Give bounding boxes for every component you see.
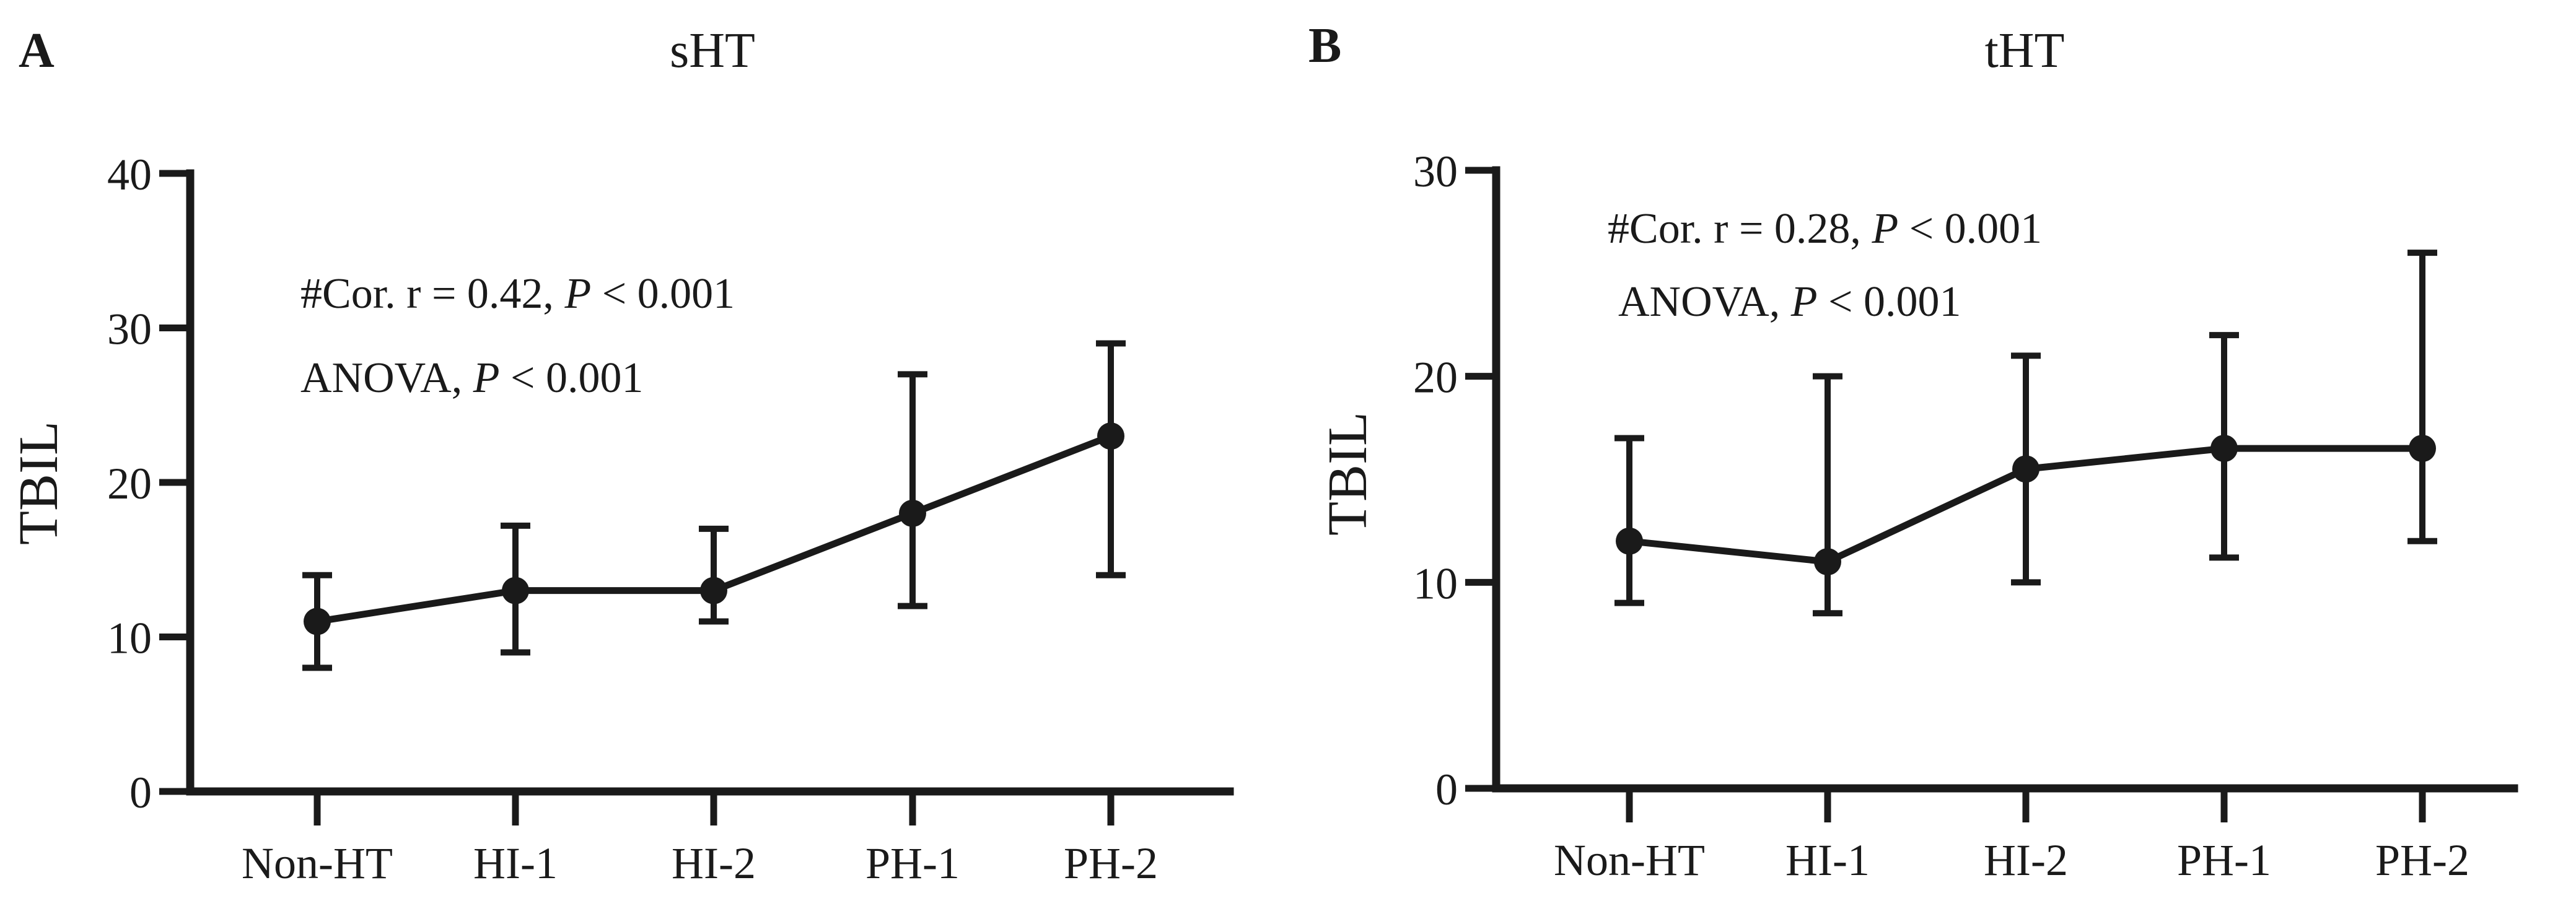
y-tick-label: 30 [107,305,152,354]
data-points [304,422,1124,635]
panel-letter: B [1308,19,1341,73]
chart-title: tHT [1985,24,2065,78]
x-tick-label: PH-2 [2375,835,2469,885]
y-tick-label: 20 [107,459,152,508]
data-point [899,499,926,527]
x-tick-label: Non-HT [1554,835,1705,885]
anova-annotation: ANOVA, P < 0.001 [300,354,644,402]
x-tick-label: Non-HT [242,838,393,888]
x-tick-label: PH-1 [865,838,960,888]
x-tick-label: HI-2 [1984,835,2068,885]
y-ticks: 0 10 20 30 40 [107,150,190,817]
anova-annotation: ANOVA, P < 0.001 [1618,278,1961,326]
data-point [2409,435,2436,463]
data-point [2012,455,2039,483]
y-tick-label: 0 [129,768,152,817]
y-tick-label: 30 [1413,147,1458,196]
x-tick-label: HI-1 [473,838,558,888]
correlation-annotation: #Cor. r = 0.28, P < 0.001 [1608,205,2042,253]
data-points [1616,435,2436,576]
x-tick-label: PH-2 [1064,838,1158,888]
x-tick-label: HI-2 [672,838,756,888]
x-ticks: Non-HT HI-1 HI-2 PH-1 PH-2 [1554,788,2469,885]
y-axis-label: TBIL [1317,412,1378,536]
data-point [2210,435,2238,463]
y-tick-label: 40 [107,150,152,199]
y-tick-label: 0 [1435,765,1458,814]
data-point [1097,422,1124,450]
x-ticks: Non-HT HI-1 HI-2 PH-1 PH-2 [242,791,1158,888]
y-tick-label: 10 [107,614,152,663]
x-tick-label: HI-1 [1785,835,1870,885]
data-point [304,608,331,635]
chart-title: sHT [670,24,755,78]
data-point [502,577,529,604]
y-ticks: 0 10 20 30 [1413,147,1496,814]
y-tick-label: 10 [1413,559,1458,608]
y-axis-label: TBIL [8,421,69,545]
x-tick-label: PH-1 [2177,835,2271,885]
data-point [1814,548,1841,576]
y-tick-label: 20 [1413,353,1458,403]
panel-letter: A [19,24,55,78]
data-point [1616,527,1643,555]
data-point [700,577,727,604]
correlation-annotation: #Cor. r = 0.42, P < 0.001 [300,270,735,318]
panel-a: A sHT TBIL #Cor. r = 0.42, P < 0.001 ANO… [8,24,1234,888]
panel-b: B tHT TBIL #Cor. r = 0.28, P < 0.001 ANO… [1308,19,2518,885]
